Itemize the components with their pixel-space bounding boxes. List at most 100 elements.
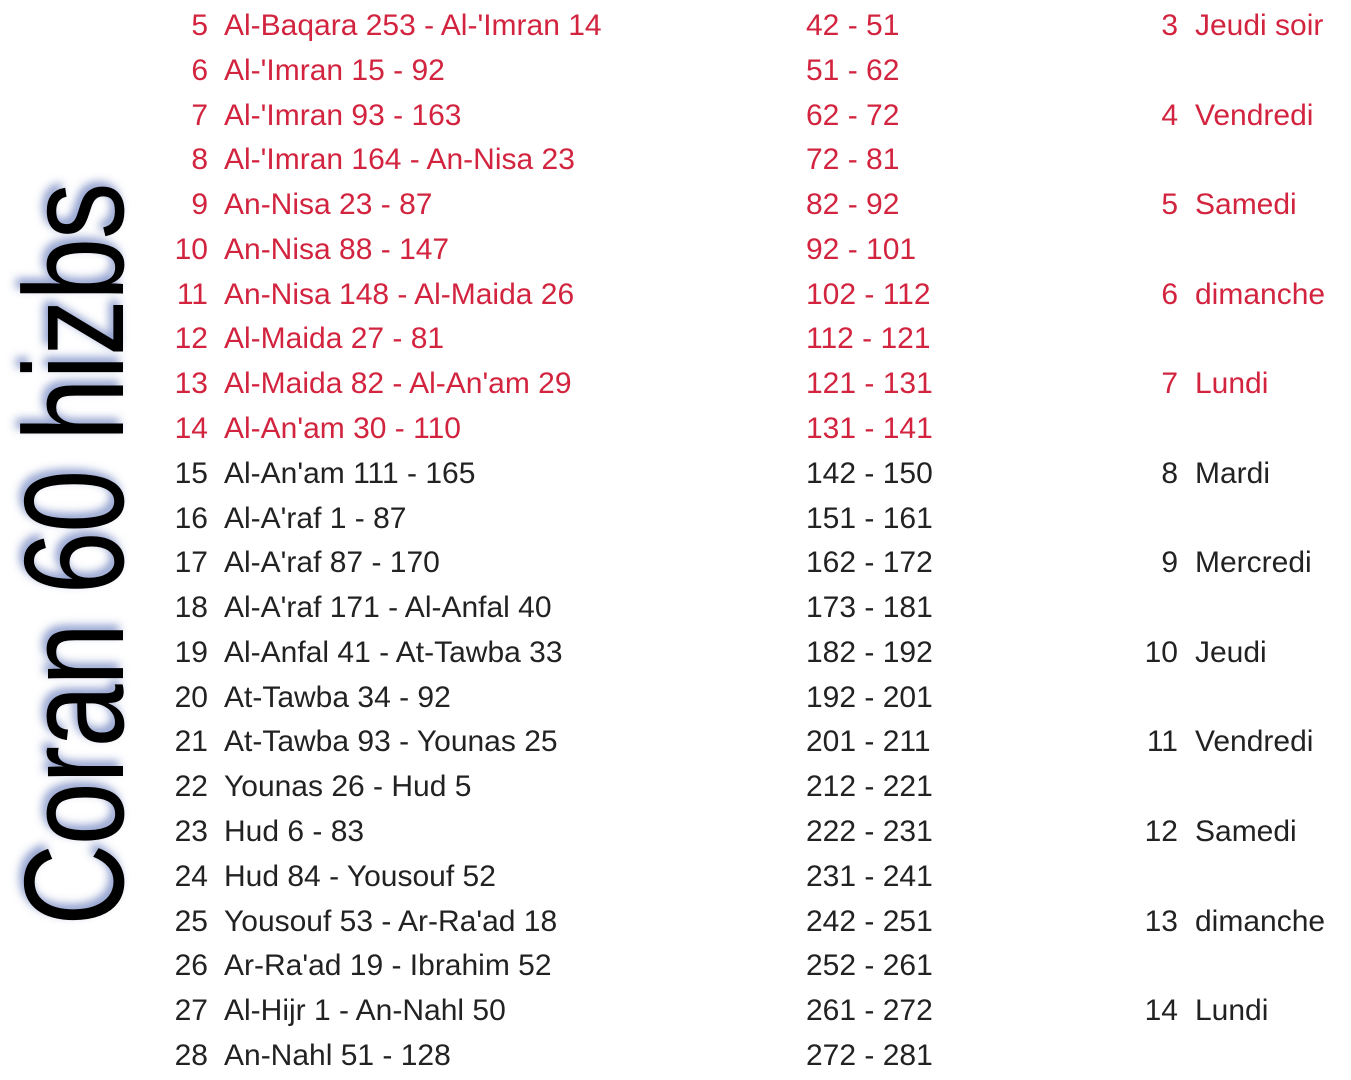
hizb-number: 12 bbox=[174, 322, 208, 356]
table-row: 28 An-Nahl 51 - 128 272 - 281 bbox=[0, 1034, 1351, 1078]
day-name: Mercredi bbox=[1195, 546, 1312, 580]
table-row: 14 Al-An'am 30 - 110 131 - 141 bbox=[0, 407, 1351, 451]
page-range: 112 - 121 bbox=[806, 322, 931, 356]
hizb-number: 7 bbox=[191, 98, 208, 132]
surah-range: Al-Maida 27 - 81 bbox=[224, 322, 445, 356]
table-row: 13 Al-Maida 82 - Al-An'am 29 121 - 131 7 Lun… bbox=[0, 362, 1351, 406]
page-range: 42 - 51 bbox=[806, 9, 900, 42]
hizb-number: 11 bbox=[176, 277, 208, 311]
surah-range: Al-An'am 111 - 165 bbox=[224, 456, 476, 490]
table-row: 23 Hud 6 - 83 222 - 231 12 Samedi bbox=[0, 810, 1351, 854]
surah-range: Hud 6 - 83 bbox=[224, 815, 365, 849]
page-range: 173 - 181 bbox=[806, 591, 933, 625]
surah-range: Al-Maida 82 - Al-An'am 29 bbox=[224, 367, 572, 401]
surah-range: Yousouf 53 - Ar-Ra'ad 18 bbox=[224, 904, 558, 938]
table-row: 11 An-Nisa 148 - Al-Maida 26 102 - 112 6 dim… bbox=[0, 273, 1351, 317]
surah-range: At-Tawba 93 - Younas 25 bbox=[224, 725, 558, 759]
day-name: Lundi bbox=[1195, 367, 1269, 401]
day-name: dimanche bbox=[1195, 904, 1326, 938]
table-row: 10 An-Nisa 88 - 147 92 - 101 bbox=[0, 228, 1351, 272]
day-number: 11 bbox=[1146, 725, 1178, 759]
day-name: Lundi bbox=[1195, 994, 1269, 1028]
page-range: 201 - 211 bbox=[806, 725, 931, 759]
day-number: 5 bbox=[1161, 188, 1178, 222]
day-number: 10 bbox=[1144, 635, 1178, 669]
page-range: 102 - 112 bbox=[806, 277, 931, 311]
surah-range: Al-'Imran 164 - An-Nisa 23 bbox=[224, 143, 575, 177]
table-row: 9 An-Nisa 23 - 87 82 - 92 5 Samedi bbox=[0, 183, 1351, 227]
surah-range: Al-Hijr 1 - An-Nahl 50 bbox=[224, 994, 506, 1028]
table-row: 27 Al-Hijr 1 - An-Nahl 50 261 - 272 14 Lundi bbox=[0, 989, 1351, 1033]
day-name: Samedi bbox=[1195, 815, 1297, 849]
hizb-number: 25 bbox=[174, 904, 208, 938]
table-row: 19 Al-Anfal 41 - At-Tawba 33 182 - 192 10 Je… bbox=[0, 631, 1351, 675]
day-number: 8 bbox=[1161, 456, 1178, 490]
day-number: 7 bbox=[1161, 367, 1178, 401]
hizb-number: 22 bbox=[174, 770, 208, 804]
day-number: 12 bbox=[1144, 815, 1178, 849]
hizb-number: 28 bbox=[174, 1038, 208, 1072]
day-name: Samedi bbox=[1195, 188, 1297, 222]
surah-range: Al-An'am 30 - 110 bbox=[224, 412, 461, 446]
day-name: Jeudi bbox=[1195, 635, 1267, 669]
hizb-number: 10 bbox=[174, 232, 208, 266]
surah-range: An-Nahl 51 - 128 bbox=[224, 1038, 451, 1072]
surah-range: Al-A'raf 1 - 87 bbox=[224, 501, 407, 535]
day-name: Mardi bbox=[1195, 456, 1271, 490]
surah-range: Al-'Imran 15 - 92 bbox=[224, 53, 445, 87]
page-range: 242 - 251 bbox=[806, 904, 933, 938]
page-range: 231 - 241 bbox=[806, 859, 933, 893]
table-row: 22 Younas 26 - Hud 5 212 - 221 bbox=[0, 765, 1351, 809]
hizb-number: 5 bbox=[191, 9, 208, 42]
hizb-number: 17 bbox=[174, 546, 208, 580]
table-row: 7 Al-'Imran 93 - 163 62 - 72 4 Vendredi bbox=[0, 94, 1351, 138]
surah-range: Al-Anfal 41 - At-Tawba 33 bbox=[224, 635, 563, 669]
page-range: 261 - 272 bbox=[806, 994, 933, 1028]
day-name: Vendredi bbox=[1195, 725, 1314, 759]
hizb-number: 26 bbox=[174, 949, 208, 983]
day-name: dimanche bbox=[1195, 277, 1326, 311]
table-row: 21 At-Tawba 93 - Younas 25 201 - 211 11 Vend… bbox=[0, 720, 1351, 764]
hizb-number: 15 bbox=[174, 456, 208, 490]
surah-range: At-Tawba 34 - 92 bbox=[224, 680, 451, 714]
table-row: 26 Ar-Ra'ad 19 - Ibrahim 52 252 - 261 bbox=[0, 944, 1351, 988]
surah-range: Al-A'raf 87 - 170 bbox=[224, 546, 440, 580]
day-name: Jeudi soir bbox=[1195, 9, 1324, 42]
day-name: Vendredi bbox=[1195, 98, 1314, 132]
page-range: 72 - 81 bbox=[806, 143, 900, 177]
table-row: 25 Yousouf 53 - Ar-Ra'ad 18 242 - 251 13 dim… bbox=[0, 900, 1351, 944]
page-range: 222 - 231 bbox=[806, 815, 933, 849]
table-row: 16 Al-A'raf 1 - 87 151 - 161 bbox=[0, 497, 1351, 541]
day-number: 14 bbox=[1144, 994, 1178, 1028]
hizb-number: 21 bbox=[174, 725, 208, 759]
surah-range: Hud 84 - Yousouf 52 bbox=[224, 859, 496, 893]
hizb-number: 23 bbox=[174, 815, 208, 849]
page-range: 151 - 161 bbox=[806, 501, 933, 535]
hizb-number: 27 bbox=[174, 994, 208, 1028]
table-row: 20 At-Tawba 34 - 92 192 - 201 bbox=[0, 676, 1351, 720]
page-range: 252 - 261 bbox=[806, 949, 933, 983]
surah-range: An-Nisa 148 - Al-Maida 26 bbox=[224, 277, 575, 311]
page-range: 212 - 221 bbox=[806, 770, 933, 804]
table-row: 15 Al-An'am 111 - 165 142 - 150 8 Mardi bbox=[0, 452, 1351, 496]
day-number: 13 bbox=[1144, 904, 1178, 938]
page-range: 62 - 72 bbox=[806, 98, 900, 132]
page-range: 272 - 281 bbox=[806, 1038, 933, 1072]
page-range: 121 - 131 bbox=[806, 367, 933, 401]
page-range: 51 - 62 bbox=[806, 53, 900, 87]
hizb-number: 20 bbox=[174, 680, 208, 714]
hizb-number: 13 bbox=[174, 367, 208, 401]
page-range: 92 - 101 bbox=[806, 232, 917, 266]
day-number: 6 bbox=[1161, 277, 1178, 311]
table-row: 18 Al-A'raf 171 - Al-Anfal 40 173 - 181 bbox=[0, 586, 1351, 630]
page-range: 142 - 150 bbox=[806, 456, 933, 490]
hizb-number: 24 bbox=[174, 859, 208, 893]
hizb-number: 8 bbox=[191, 143, 208, 177]
page-range: 182 - 192 bbox=[806, 635, 933, 669]
surah-range: Al-Baqara 253 - Al-'Imran 14 bbox=[224, 9, 602, 42]
hizb-number: 19 bbox=[174, 635, 208, 669]
hizb-number: 6 bbox=[191, 53, 208, 87]
hizb-number: 9 bbox=[191, 188, 208, 222]
hizb-number: 14 bbox=[174, 412, 208, 446]
page-range: 192 - 201 bbox=[806, 680, 933, 714]
